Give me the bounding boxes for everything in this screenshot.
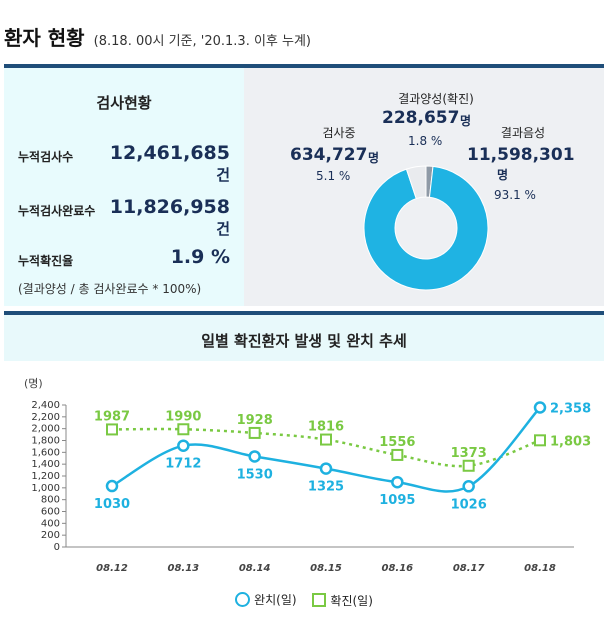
test-status-box: 검사현황 누적검사수 12,461,685 건 누적검사완료수 11,826,9… <box>4 68 244 306</box>
data-label-confirmed: 1373 <box>451 446 487 461</box>
trend-header: 일별 확진환자 발생 및 완치 추세 <box>4 315 604 361</box>
positive-rate-value: 1.9 % <box>170 246 230 268</box>
data-label-confirmed: 1,803 <box>550 434 591 449</box>
point-recovered <box>462 480 475 493</box>
negative-percent: 93.1 % <box>494 188 536 202</box>
point-confirmed <box>248 426 261 439</box>
y-tick-label: 2,200 <box>31 412 60 423</box>
data-label-confirmed: 1928 <box>237 413 273 428</box>
data-label-recovered: 1030 <box>94 497 130 512</box>
data-label-recovered: 1325 <box>308 480 344 495</box>
positive-label: 결과양성(확진) <box>398 92 474 106</box>
summary-panel: 검사현황 누적검사수 12,461,685 건 누적검사완료수 11,826,9… <box>4 64 604 306</box>
point-confirmed <box>462 459 475 472</box>
donut-slice-negative <box>363 165 489 291</box>
negative-label: 결과음성 <box>500 126 546 140</box>
positive-rate-note: (결과양성 / 총 검사완료수 * 100%) <box>18 282 202 296</box>
trend-panel: 일별 확진환자 발생 및 완치 추세 (명) 2,400 2,200 2,000 1,8… <box>4 311 604 631</box>
positive-unit: 명 <box>460 114 472 128</box>
legend-circle-icon <box>235 592 251 607</box>
point-recovered <box>533 401 547 414</box>
data-label-confirmed: 1816 <box>308 420 344 435</box>
point-recovered <box>319 462 333 475</box>
x-tick-label: 08.16 <box>382 563 414 574</box>
data-label-recovered: 1026 <box>451 497 487 512</box>
negative-value: 11,598,301 <box>467 145 575 165</box>
data-label-recovered: 1712 <box>165 457 201 472</box>
completed-tests-value: 11,826,958 <box>109 196 230 218</box>
y-tick-label: 800 <box>41 495 60 506</box>
page-subtitle: (8.18. 00시 기준, '20.1.3. 이후 누계) <box>93 34 312 49</box>
x-tick-label: 08.18 <box>524 563 556 574</box>
testing-label: 검사중 <box>322 126 356 140</box>
y-tick-label: 2,000 <box>31 424 60 435</box>
y-tick-label: 1,200 <box>31 471 60 482</box>
data-label-confirmed: 1990 <box>165 409 201 424</box>
x-tick-label: 08.14 <box>239 563 271 574</box>
legend-square-icon <box>312 593 327 607</box>
completed-tests-unit: 건 <box>216 220 230 238</box>
point-confirmed <box>534 434 546 447</box>
point-recovered <box>391 475 404 489</box>
y-tick-label: 1,000 <box>31 483 60 494</box>
negative-unit: 명 <box>497 168 509 182</box>
data-label-confirmed: 1987 <box>94 409 130 424</box>
total-tests-value: 12,461,685 <box>109 142 230 164</box>
page-title: 환자 현황 <box>4 26 85 50</box>
page-header: 환자 현황 (8.18. 00시 기준, '20.1.3. 이후 누계) <box>4 22 311 52</box>
y-tick-label: 1,600 <box>31 447 60 458</box>
y-tick-label: 400 <box>41 518 60 529</box>
testing-unit: 명 <box>368 151 380 165</box>
trend-line-chart: (명)2,4002,2002,0001,8001,6001,4001,2001,… <box>24 377 591 574</box>
total-tests-unit: 건 <box>216 166 230 184</box>
donut-slice-testing <box>405 165 427 200</box>
testing-percent: 5.1 % <box>316 169 351 183</box>
positive-value: 228,657 <box>382 108 460 128</box>
test-status-title: 검사현황 <box>96 94 152 112</box>
chart-legend: 완치(일) 확진(일) <box>4 591 604 610</box>
test-result-box: 결과양성(확진) 228,657 명 1.8 % 검사중 634,727 명 5… <box>250 68 604 306</box>
positive-percent: 1.8 % <box>408 134 443 148</box>
point-confirmed <box>320 433 332 446</box>
legend-confirmed: 확진(일) <box>312 592 373 609</box>
legend-confirmed-label: 확진(일) <box>330 593 373 608</box>
point-recovered <box>105 479 119 493</box>
point-confirmed <box>106 423 118 436</box>
data-label-recovered: 1530 <box>237 467 273 482</box>
y-axis-label: (명) <box>24 377 43 390</box>
data-label-confirmed: 1556 <box>379 435 415 450</box>
y-tick-label: 1,800 <box>31 436 60 447</box>
y-tick-label: 600 <box>41 507 60 518</box>
point-recovered <box>177 439 190 452</box>
point-confirmed <box>391 448 404 461</box>
y-tick-label: 0 <box>54 542 60 553</box>
total-tests-label: 누적검사수 <box>18 150 74 164</box>
x-tick-label: 08.12 <box>96 563 128 574</box>
data-label-recovered: 1095 <box>379 493 415 508</box>
x-tick-label: 08.15 <box>310 563 342 574</box>
legend-recovered: 완치(일) <box>235 591 297 608</box>
x-tick-label: 08.13 <box>168 563 200 574</box>
y-tick-label: 1,400 <box>31 459 60 470</box>
test-result-donut <box>363 165 489 291</box>
x-tick-label: 08.17 <box>453 563 485 574</box>
testing-value: 634,727 <box>290 145 368 165</box>
point-recovered <box>248 450 261 463</box>
data-label-recovered: 2,358 <box>550 401 591 416</box>
completed-tests-label: 누적검사완료수 <box>18 204 96 218</box>
chart-title: 일별 확진환자 발생 및 완치 추세 <box>201 332 407 350</box>
y-tick-label: 2,400 <box>31 400 60 411</box>
y-tick-label: 200 <box>41 530 60 541</box>
legend-recovered-label: 완치(일) <box>254 593 297 607</box>
point-confirmed <box>177 423 190 436</box>
positive-rate-label: 누적확진율 <box>18 254 74 268</box>
